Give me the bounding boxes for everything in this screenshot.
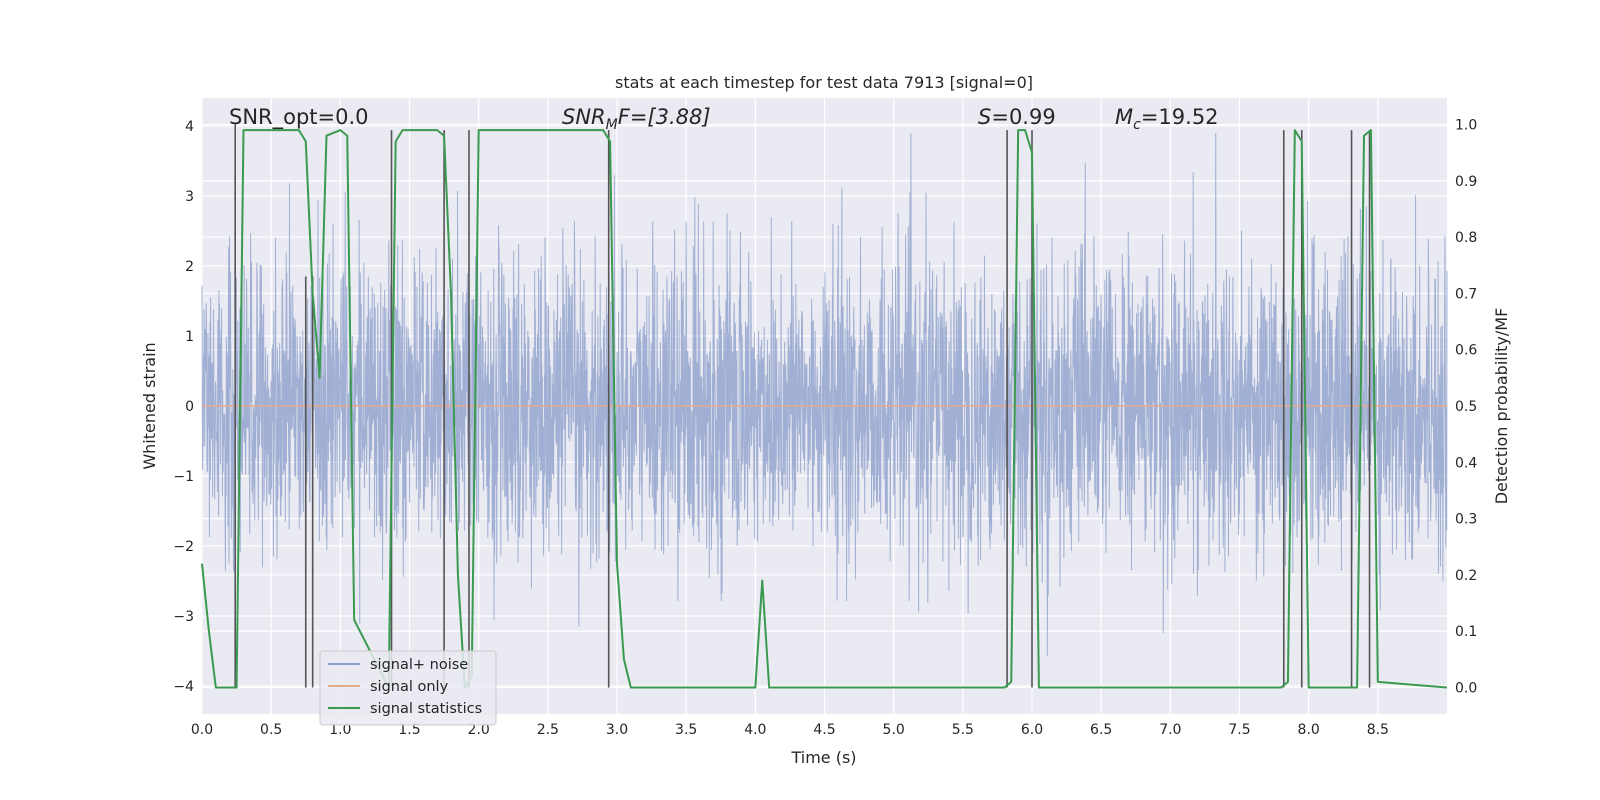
x-tick-label: 4.0 (744, 722, 766, 738)
annotation-snr-opt: SNR_opt=0.0 (229, 105, 369, 130)
y-left-tick-label: −2 (173, 539, 194, 555)
y-left-tick-label: −1 (173, 469, 194, 485)
annotation-mc: Mc=19.52 (1115, 105, 1219, 133)
y-right-tick-label: 0.1 (1455, 624, 1477, 640)
x-tick-label: 7.5 (1228, 722, 1250, 738)
signal-noise-line (201, 132, 1448, 656)
y-left-tick-label: 1 (185, 329, 194, 345)
y-left-tick-label: −4 (173, 679, 194, 695)
y-right-tick-label: 0.2 (1455, 568, 1477, 584)
legend-label-signal-only: signal only (370, 679, 449, 695)
y-left-tick-label: 0 (185, 399, 194, 415)
x-tick-label: 4.5 (813, 722, 835, 738)
x-tick-label: 1.5 (398, 722, 420, 738)
x-tick-label: 0.5 (260, 722, 282, 738)
y-right-tick-label: 1.0 (1455, 117, 1477, 133)
y-left-tick-label: −3 (173, 609, 194, 625)
x-tick-label: 3.5 (675, 722, 697, 738)
x-tick-label: 6.0 (1021, 722, 1043, 738)
y-left-tick-label: 2 (185, 259, 194, 275)
y-left-tick-label: 3 (185, 189, 194, 205)
vertical-markers (234, 124, 1371, 688)
y-axis-label-right: Detection probability/MF (1492, 308, 1511, 505)
signal-statistics-line (201, 129, 1448, 689)
y-right-tick-label: 0.6 (1455, 343, 1477, 359)
y-right-tick-label: 0.7 (1455, 286, 1477, 302)
y-right-tick-label: 0.3 (1455, 512, 1477, 528)
y-right-tick-label: 0.0 (1455, 681, 1477, 697)
y-axis-label-left: Whitened strain (140, 342, 159, 469)
x-tick-label: 7.0 (1159, 722, 1181, 738)
x-tick-label: 2.5 (537, 722, 559, 738)
x-tick-label: 8.5 (1367, 722, 1389, 738)
x-axis-label: Time (s) (790, 748, 856, 767)
chart-title: stats at each timestep for test data 791… (615, 73, 1033, 92)
x-tick-label: 5.5 (952, 722, 974, 738)
x-tick-label: 0.0 (191, 722, 213, 738)
y-right-tick-label: 0.4 (1455, 455, 1477, 471)
annotation-snr-mf: SNRMF=[3.88] (562, 105, 711, 133)
series-signal-noise (201, 132, 1448, 656)
legend-label-signal-noise: signal+ noise (370, 657, 468, 673)
y-left-tick-label: 4 (185, 119, 194, 135)
y-right-tick-labels: 1.0 0.9 0.8 0.7 0.6 0.5 0.4 0.3 0.2 0.1 0.0 (1455, 117, 1477, 696)
x-tick-label: 5.0 (883, 722, 905, 738)
x-tick-label: 2.0 (468, 722, 490, 738)
annotation-s: S=0.99 (978, 105, 1056, 129)
x-tick-label: 8.0 (1298, 722, 1320, 738)
legend-label-signal-statistics: signal statistics (370, 701, 482, 717)
x-tick-label: 1.0 (329, 722, 351, 738)
x-tick-label: 6.5 (1090, 722, 1112, 738)
y-right-tick-label: 0.8 (1455, 230, 1477, 246)
legend: signal+ noise signal only signal statist… (319, 650, 497, 726)
y-right-tick-label: 0.5 (1455, 399, 1477, 415)
legend-box (319, 650, 497, 726)
y-left-tick-labels: 4 3 2 1 0 −1 −2 −3 −4 (173, 119, 194, 695)
y-right-tick-label: 0.9 (1455, 174, 1477, 190)
series-signal-statistics (201, 129, 1448, 689)
x-tick-label: 3.0 (606, 722, 628, 738)
x-tick-labels: 0.0 0.5 1.0 1.5 2.0 2.5 3.0 3.5 4.0 4.5 5.0 5.5 6.0 6… (191, 722, 1389, 738)
